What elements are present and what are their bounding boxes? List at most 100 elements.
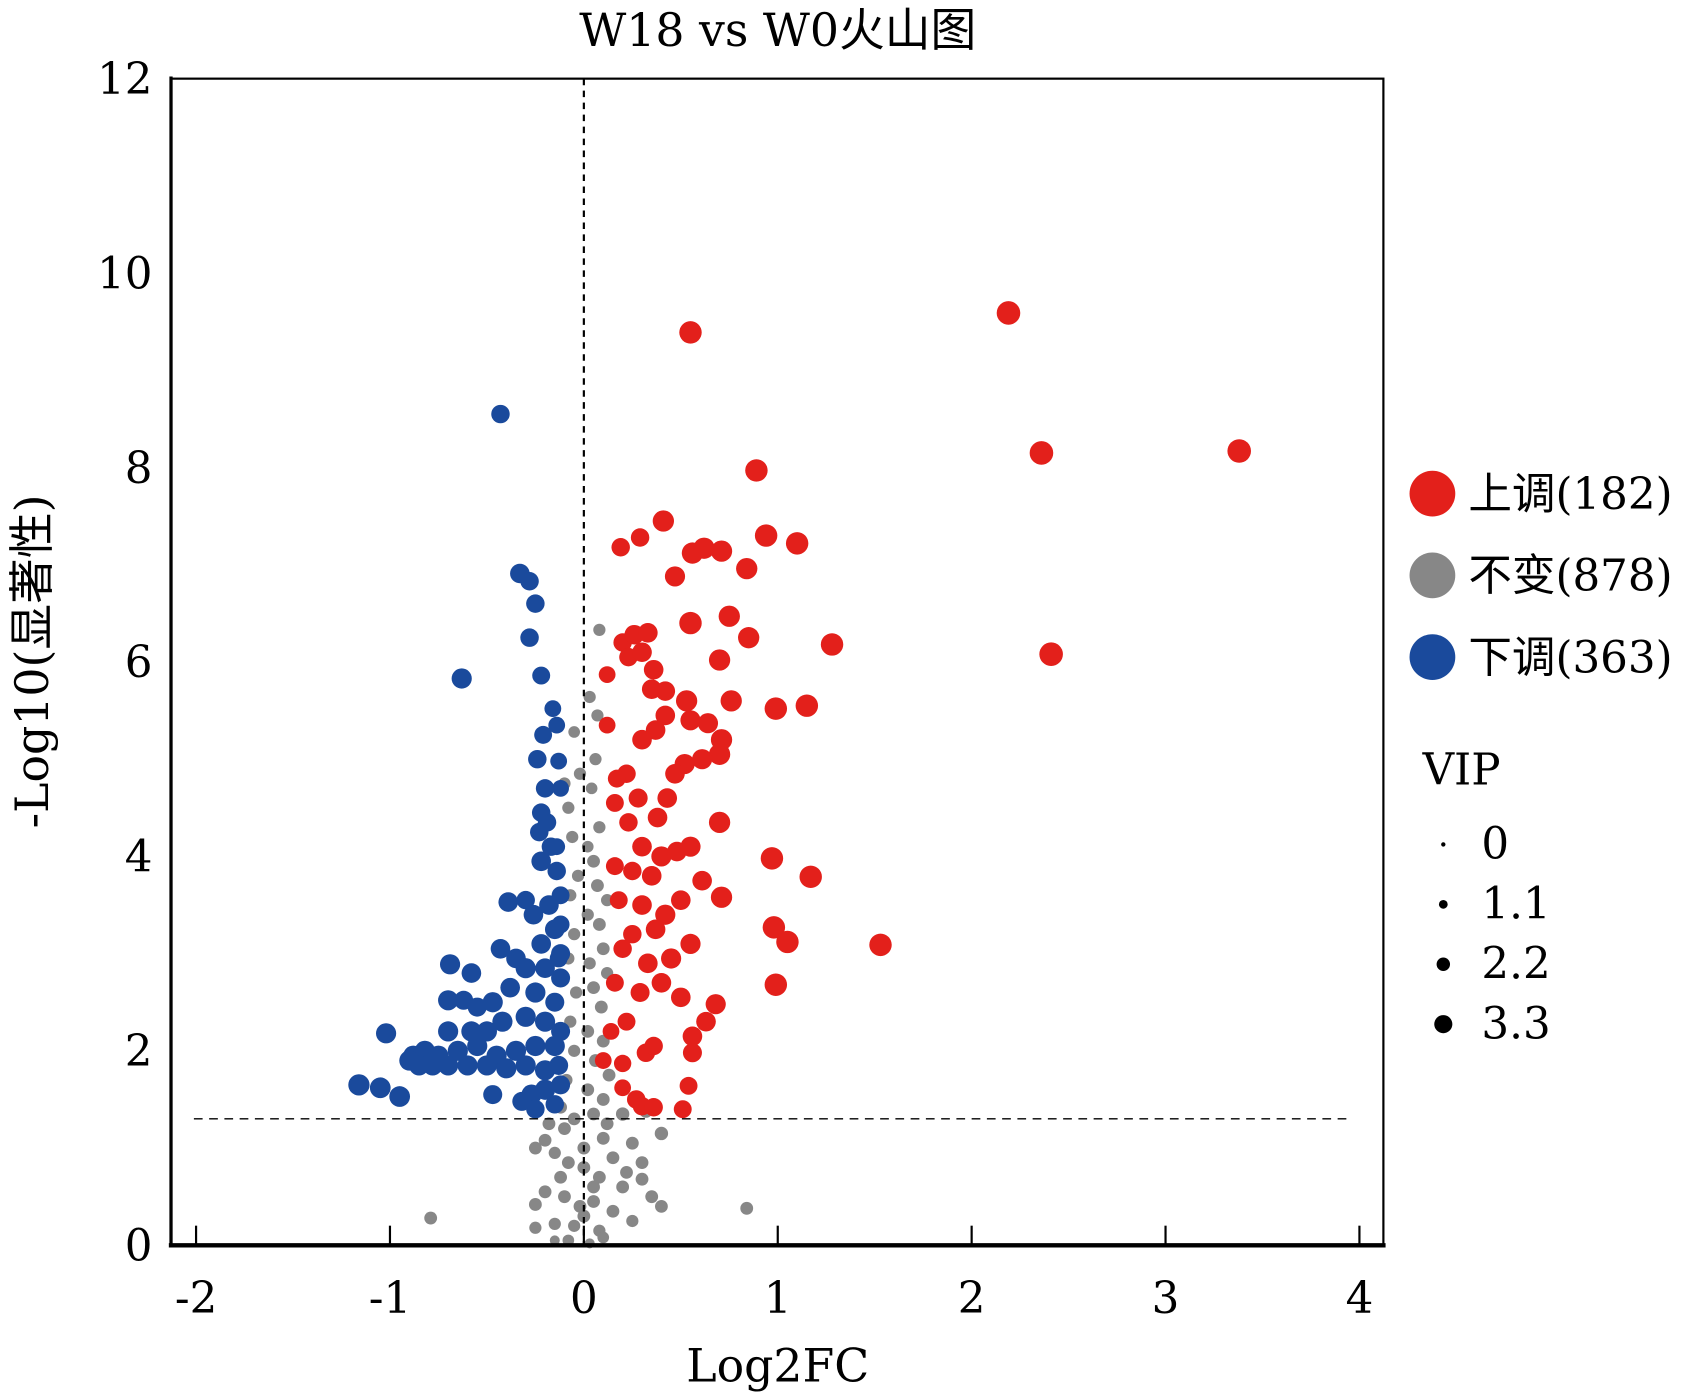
- data-point: [643, 659, 664, 680]
- data-point: [569, 986, 583, 999]
- data-point: [708, 811, 731, 834]
- data-point: [348, 1074, 370, 1096]
- data-point: [539, 895, 559, 915]
- data-point: [613, 939, 632, 958]
- data-point: [476, 1055, 497, 1076]
- data-point: [548, 716, 566, 734]
- data-point: [602, 1068, 616, 1082]
- data-point: [764, 697, 788, 720]
- data-point: [585, 782, 598, 795]
- data-point: [535, 958, 555, 979]
- data-point: [651, 846, 672, 867]
- data-point: [571, 869, 585, 882]
- data-point: [566, 830, 579, 844]
- data-point: [616, 1180, 630, 1194]
- data-point: [515, 958, 536, 979]
- data-point: [549, 949, 568, 968]
- data-point: [596, 942, 610, 956]
- data-point: [655, 904, 676, 925]
- data-point: [776, 930, 799, 954]
- data-point: [583, 690, 596, 704]
- data-point: [1029, 441, 1054, 465]
- data-point: [591, 709, 604, 722]
- data-point: [654, 1126, 669, 1141]
- y-tick-label: 8: [125, 444, 153, 494]
- data-point: [587, 1107, 600, 1121]
- data-point: [467, 1035, 488, 1057]
- data-point: [609, 891, 628, 910]
- data-point: [664, 566, 686, 587]
- y-tick-label: 12: [97, 55, 152, 105]
- data-point: [799, 865, 822, 889]
- data-point: [567, 1112, 581, 1126]
- x-tick-label: 3: [1152, 1274, 1180, 1324]
- vip-size-marker: [1436, 957, 1451, 971]
- data-point: [532, 666, 551, 685]
- data-point: [764, 973, 788, 996]
- y-tick-label: 2: [125, 1027, 153, 1077]
- data-point: [673, 1100, 692, 1119]
- data-point: [754, 524, 778, 547]
- data-point: [1227, 439, 1252, 463]
- data-point: [568, 928, 581, 941]
- legend-marker: [1409, 470, 1456, 517]
- data-point: [424, 1211, 438, 1225]
- data-point: [438, 1021, 459, 1042]
- data-point: [795, 694, 819, 717]
- data-point: [512, 1091, 532, 1111]
- vip-size-marker: [1438, 899, 1448, 909]
- data-point: [635, 1156, 649, 1170]
- data-point: [547, 861, 566, 881]
- data-point: [710, 886, 733, 908]
- data-point: [710, 540, 733, 562]
- data-point: [601, 894, 614, 907]
- data-point: [682, 1026, 703, 1047]
- data-point: [525, 982, 546, 1003]
- data-point: [516, 890, 535, 910]
- vip-size-label: 2.2: [1481, 939, 1550, 989]
- data-point: [554, 1170, 567, 1184]
- data-point: [594, 1000, 608, 1014]
- data-point: [592, 1170, 606, 1184]
- data-point: [645, 720, 666, 740]
- data-point: [614, 1079, 632, 1097]
- data-point: [589, 753, 602, 766]
- data-point: [682, 1043, 702, 1063]
- x-ticks: -2 -1 0 1 2 3 4: [175, 1225, 1374, 1324]
- legend-marker: [1409, 634, 1456, 680]
- data-point: [577, 1209, 591, 1223]
- data-point: [620, 1165, 633, 1179]
- data-point: [1039, 642, 1063, 666]
- data-point: [679, 611, 702, 635]
- data-point: [705, 994, 726, 1015]
- data-point: [594, 1052, 612, 1069]
- data-point: [531, 851, 552, 872]
- data-point: [641, 679, 662, 699]
- data-point: [613, 1054, 632, 1073]
- data-point: [545, 992, 565, 1012]
- data-point: [638, 953, 658, 974]
- data-point: [635, 1172, 649, 1186]
- data-point: [515, 1006, 536, 1027]
- data-point: [548, 838, 566, 856]
- data-point: [632, 729, 652, 750]
- vip-size-label: 0: [1481, 820, 1509, 870]
- data-point: [451, 668, 472, 689]
- data-point: [692, 749, 713, 770]
- legend-label: 上调(182): [1468, 470, 1672, 520]
- data-point: [641, 866, 662, 886]
- data-point: [454, 990, 474, 1010]
- x-tick-label: 4: [1346, 1274, 1374, 1324]
- data-point: [534, 725, 553, 744]
- data-point: [528, 749, 547, 769]
- data-point: [520, 572, 539, 591]
- data-point: [996, 301, 1021, 325]
- data-point: [562, 801, 575, 814]
- data-point: [820, 633, 844, 656]
- data-point: [598, 666, 616, 683]
- x-axis-title: Log2FC: [686, 1339, 869, 1392]
- data-point: [628, 788, 648, 808]
- data-point: [447, 1040, 468, 1061]
- data-point: [548, 1146, 561, 1160]
- data-point: [558, 1122, 571, 1136]
